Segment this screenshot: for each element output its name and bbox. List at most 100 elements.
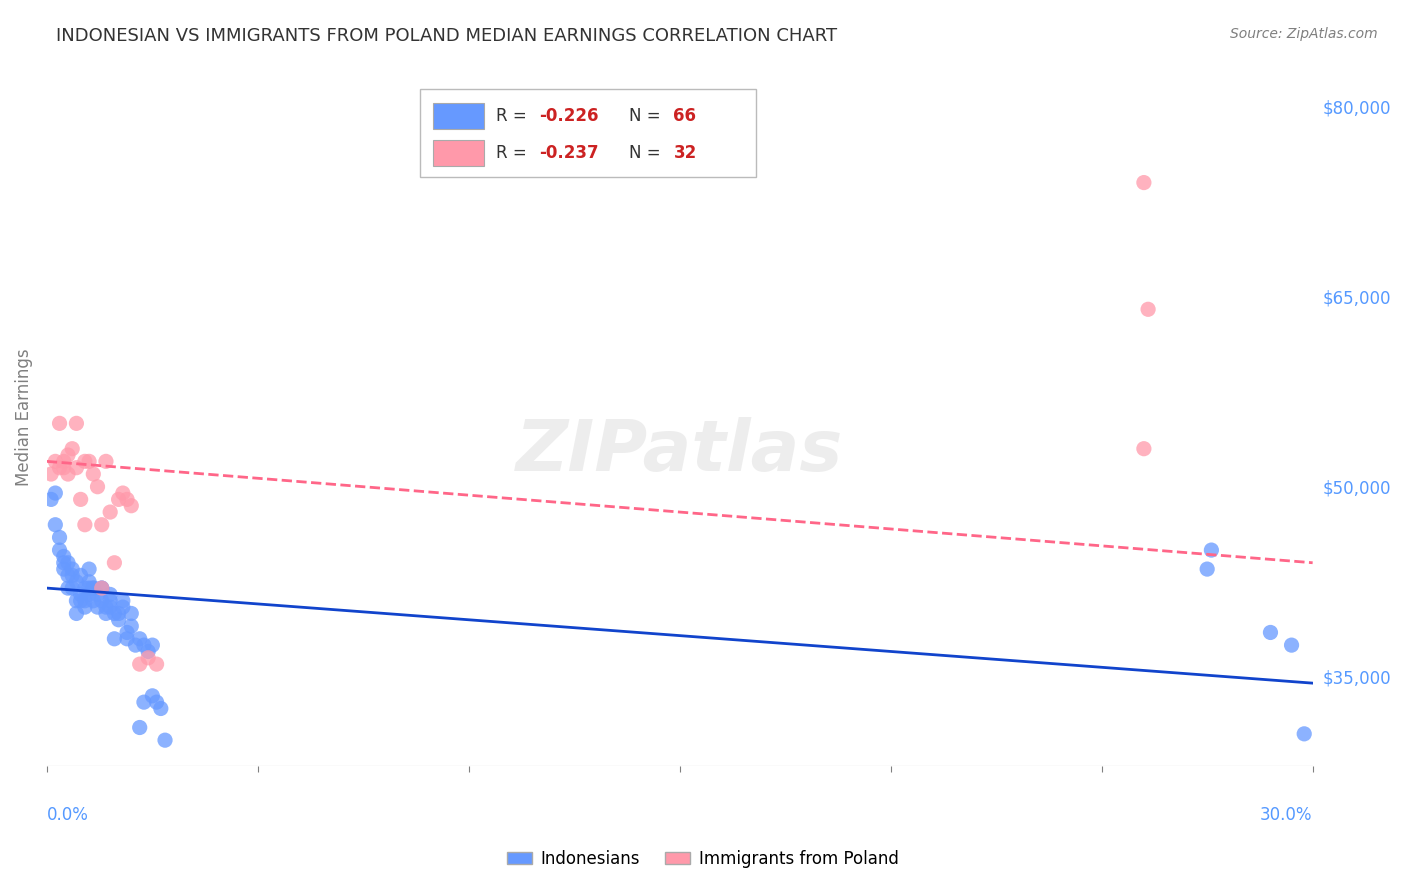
Point [107, 492, 129, 507]
Point [145, 695, 167, 709]
Point [1133, 442, 1156, 456]
Point [73, 454, 96, 468]
Text: R =: R = [496, 107, 527, 125]
Point [1260, 625, 1282, 640]
Point [103, 556, 125, 570]
Point [73, 517, 96, 532]
FancyBboxPatch shape [420, 89, 755, 177]
Point [98, 594, 121, 608]
Point [1281, 638, 1303, 652]
Point [115, 625, 138, 640]
Point [1294, 727, 1316, 741]
Text: 66: 66 [673, 107, 696, 125]
Point [39, 467, 62, 481]
Point [56, 568, 79, 582]
Point [60, 581, 83, 595]
Point [90, 581, 112, 595]
FancyBboxPatch shape [433, 103, 484, 129]
Point [90, 517, 112, 532]
Point [73, 600, 96, 615]
Point [94, 607, 117, 621]
Point [103, 607, 125, 621]
Point [56, 556, 79, 570]
Point [65, 574, 87, 589]
Point [52, 556, 75, 570]
Point [111, 600, 134, 615]
Point [60, 562, 83, 576]
Text: ZIPatlas: ZIPatlas [516, 417, 844, 486]
Point [111, 486, 134, 500]
Text: 32: 32 [673, 144, 697, 161]
Point [136, 650, 159, 665]
Point [98, 587, 121, 601]
Point [52, 460, 75, 475]
Point [65, 460, 87, 475]
Point [90, 594, 112, 608]
FancyBboxPatch shape [433, 140, 484, 166]
Text: R =: R = [496, 144, 527, 161]
Point [82, 467, 104, 481]
Point [1201, 543, 1223, 558]
Point [77, 574, 100, 589]
Point [52, 454, 75, 468]
Point [115, 492, 138, 507]
Point [132, 638, 155, 652]
Point [56, 448, 79, 462]
Point [132, 695, 155, 709]
Point [77, 581, 100, 595]
Point [124, 638, 146, 652]
Point [60, 568, 83, 582]
Point [86, 480, 108, 494]
Point [128, 721, 150, 735]
Point [39, 492, 62, 507]
Text: Source: ZipAtlas.com: Source: ZipAtlas.com [1230, 27, 1378, 41]
Point [86, 587, 108, 601]
Point [141, 638, 163, 652]
Point [56, 467, 79, 481]
Legend: Indonesians, Immigrants from Poland: Indonesians, Immigrants from Poland [501, 844, 905, 875]
Point [107, 607, 129, 621]
Point [52, 549, 75, 564]
Point [1197, 562, 1219, 576]
Point [69, 587, 91, 601]
Point [65, 417, 87, 431]
Point [69, 568, 91, 582]
Point [48, 460, 70, 475]
Point [120, 607, 142, 621]
Point [136, 644, 159, 658]
Point [77, 454, 100, 468]
Point [69, 594, 91, 608]
Point [98, 600, 121, 615]
Point [77, 562, 100, 576]
Point [1133, 176, 1156, 190]
Point [120, 499, 142, 513]
Point [60, 442, 83, 456]
Point [90, 581, 112, 595]
Point [153, 733, 176, 747]
Text: N =: N = [628, 107, 661, 125]
Point [141, 689, 163, 703]
Text: -0.237: -0.237 [540, 144, 599, 161]
Point [128, 632, 150, 646]
Text: INDONESIAN VS IMMIGRANTS FROM POLAND MEDIAN EARNINGS CORRELATION CHART: INDONESIAN VS IMMIGRANTS FROM POLAND MED… [56, 27, 838, 45]
Point [73, 594, 96, 608]
Point [65, 607, 87, 621]
Text: -0.226: -0.226 [540, 107, 599, 125]
Point [69, 492, 91, 507]
Point [149, 701, 172, 715]
Point [77, 587, 100, 601]
Point [111, 594, 134, 608]
Text: N =: N = [628, 144, 661, 161]
Point [44, 517, 66, 532]
Point [98, 505, 121, 519]
Point [48, 543, 70, 558]
Point [90, 581, 112, 595]
Point [48, 417, 70, 431]
Point [145, 657, 167, 672]
Y-axis label: Median Earnings: Median Earnings [15, 348, 32, 486]
Point [44, 454, 66, 468]
Point [73, 581, 96, 595]
Point [48, 530, 70, 544]
Point [120, 619, 142, 633]
Point [115, 632, 138, 646]
